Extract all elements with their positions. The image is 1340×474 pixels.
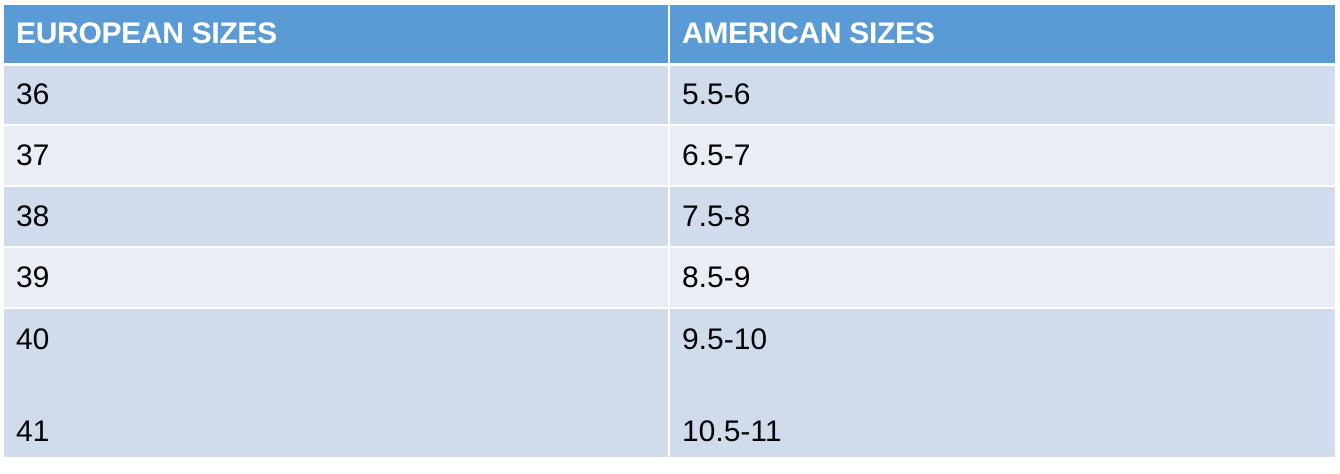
american-size-value: 10.5-11 [682, 415, 782, 448]
table-row: 36 5.5-6 [4, 64, 1335, 126]
american-size-cell: 8.5-9 [669, 247, 1335, 309]
american-size-cell: 5.5-6 [669, 64, 1335, 126]
american-size-cell: 9.5-10 10.5-11 [669, 308, 1335, 459]
european-size-cell: 39 [4, 247, 670, 309]
header-row: EUROPEAN SIZES AMERICAN SIZES [4, 5, 1335, 66]
table-row: 37 6.5-7 [4, 125, 1335, 187]
european-size-cell: 37 [4, 125, 670, 187]
line-gap [682, 357, 1335, 415]
table-header: EUROPEAN SIZES AMERICAN SIZES [4, 5, 1335, 66]
table-row: 38 7.5-8 [4, 186, 1335, 248]
european-size-value: 40 [16, 323, 50, 356]
american-size-value: 9.5-10 [682, 323, 768, 356]
european-size-cell: 40 41 [4, 308, 670, 459]
header-european-sizes: EUROPEAN SIZES [4, 5, 670, 66]
line-gap [16, 357, 668, 415]
european-size-cell: 38 [4, 186, 670, 248]
european-size-cell: 36 [4, 64, 670, 126]
size-conversion-table: EUROPEAN SIZES AMERICAN SIZES 36 5.5-6 3… [4, 5, 1335, 459]
american-size-cell: 6.5-7 [669, 125, 1335, 187]
table-body: 36 5.5-6 37 6.5-7 38 7.5-8 39 8.5-9 40 4… [4, 64, 1335, 459]
table-row: 40 41 9.5-10 10.5-11 [4, 308, 1335, 459]
table-row: 39 8.5-9 [4, 247, 1335, 309]
european-size-value: 41 [16, 415, 50, 448]
american-size-cell: 7.5-8 [669, 186, 1335, 248]
header-american-sizes: AMERICAN SIZES [669, 5, 1335, 66]
